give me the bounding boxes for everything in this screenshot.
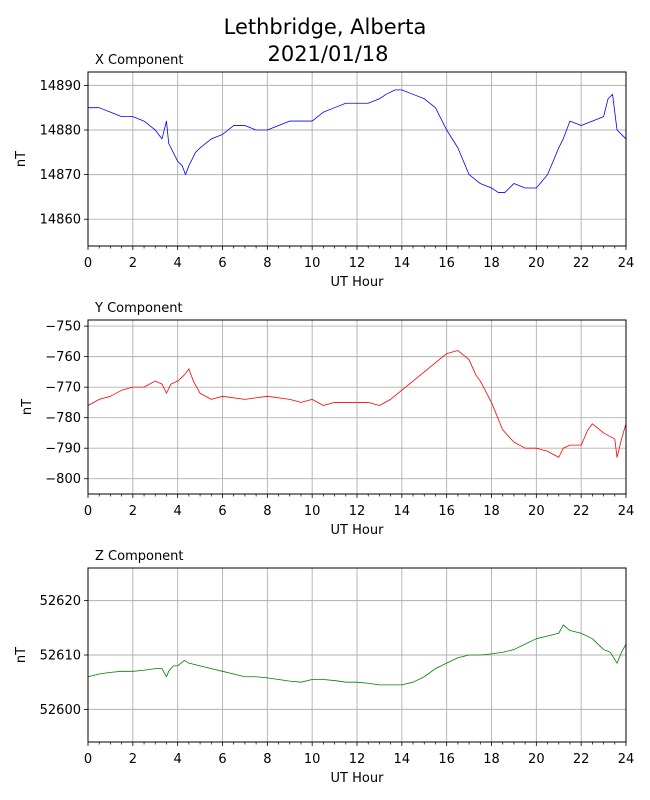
x-tick-label: 20 [528,504,545,519]
x-tick-label: 16 [438,752,455,767]
series-line-z [87,624,627,686]
y-tick-label: 14870 [40,168,81,183]
y-tick-label: 14880 [40,124,81,139]
x-tick-label: 24 [618,256,635,271]
y-tick-label: −750 [45,320,81,335]
x-tick-label: 4 [174,256,182,271]
x-tick-label: 12 [349,256,366,271]
chart-panels: 0 2 4 6 8 10 12 14 16 18 20 22 241486014870148801489… [14,53,634,786]
x-tick-label: 24 [618,504,635,519]
series-line-y [87,350,627,458]
x-tick-label: 16 [438,256,455,271]
x-tick-label: 2 [129,504,137,519]
panel-title-z: Z Component [95,549,184,564]
chart-panel-y: 0 2 4 6 8 10 12 14 16 18 20 22 24−800−790−780−770−76… [20,301,634,538]
x-tick-label: 8 [263,752,271,767]
y-tick-label: 52620 [40,594,81,609]
x-tick-label: 6 [218,752,226,767]
y-tick-label: −790 [45,442,81,457]
x-tick-label: 10 [304,752,321,767]
y-tick-label: −800 [45,472,81,487]
panel-title-y: Y Component [94,301,183,316]
y-tick-label: −780 [45,411,81,426]
x-tick-label: 22 [573,752,590,767]
panel-title-x: X Component [95,53,184,68]
x-tick-label: 14 [394,504,411,519]
x-tick-label: 6 [218,504,226,519]
x-tick-label: 18 [483,256,500,271]
x-tick-label: 14 [394,256,411,271]
x-tick-label: 4 [174,504,182,519]
y-axis-label: nT [14,647,29,663]
x-tick-label: 12 [349,752,366,767]
x-tick-label: 0 [84,256,92,271]
x-tick-label: 2 [129,752,137,767]
x-tick-label: 24 [618,752,635,767]
x-tick-label: 6 [218,256,226,271]
x-tick-label: 8 [263,504,271,519]
x-tick-label: 18 [483,752,500,767]
x-tick-label: 14 [394,752,411,767]
y-tick-label: 14890 [40,79,81,94]
x-tick-label: 0 [84,752,92,767]
plot-frame [87,71,627,247]
x-tick-label: 20 [528,256,545,271]
plot-frame [87,567,627,743]
x-tick-label: 10 [304,504,321,519]
x-tick-label: 18 [483,504,500,519]
plot-frame [87,319,627,495]
figure-subtitle: 2021/01/18 [267,42,388,66]
x-axis-label: UT Hour [331,771,385,786]
x-tick-label: 22 [573,504,590,519]
chart-panel-x: 0 2 4 6 8 10 12 14 16 18 20 22 241486014870148801489… [14,53,634,290]
y-tick-label: 52610 [40,649,81,664]
y-tick-label: −760 [45,350,81,365]
x-tick-label: 0 [84,504,92,519]
y-tick-label: 52600 [40,703,81,718]
series-line-x [88,89,627,193]
x-tick-label: 4 [174,752,182,767]
x-axis-label: UT Hour [331,275,385,290]
y-axis-label: nT [14,151,29,167]
x-tick-label: 22 [573,256,590,271]
x-tick-label: 16 [438,504,455,519]
x-axis-label: UT Hour [331,523,385,538]
x-tick-label: 2 [129,256,137,271]
x-tick-label: 20 [528,752,545,767]
x-tick-label: 12 [349,504,366,519]
y-tick-label: −770 [45,381,81,396]
figure-title: Lethbridge, Alberta [224,15,427,39]
y-axis-label: nT [20,399,35,415]
x-tick-label: 8 [263,256,271,271]
x-tick-label: 10 [304,256,321,271]
y-tick-label: 14860 [40,213,81,228]
